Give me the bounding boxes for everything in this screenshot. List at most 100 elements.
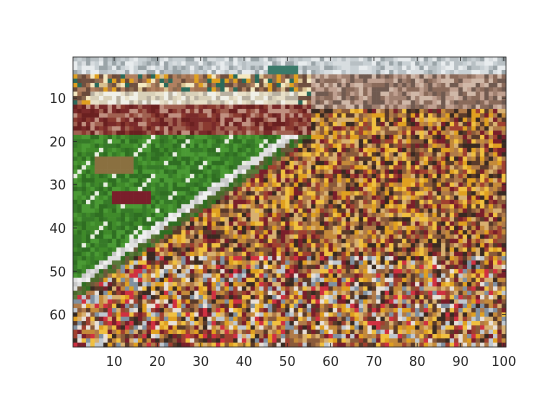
image-pixel bbox=[237, 143, 243, 149]
image-pixel bbox=[410, 91, 416, 97]
image-pixel bbox=[111, 87, 117, 92]
image-pixel bbox=[124, 113, 130, 118]
image-pixel bbox=[181, 234, 186, 240]
image-pixel bbox=[246, 130, 251, 136]
image-pixel bbox=[94, 69, 100, 75]
image-pixel bbox=[345, 269, 351, 274]
image-pixel bbox=[189, 78, 195, 84]
image-pixel bbox=[120, 212, 126, 218]
image-pixel bbox=[98, 191, 104, 196]
image-pixel bbox=[146, 169, 152, 175]
image-pixel bbox=[497, 182, 502, 188]
image-pixel bbox=[207, 260, 212, 266]
image-pixel bbox=[306, 126, 312, 131]
image-pixel bbox=[441, 126, 446, 131]
image-pixel bbox=[228, 178, 234, 183]
image-pixel bbox=[176, 57, 182, 62]
image-pixel bbox=[194, 74, 199, 79]
image-pixel bbox=[142, 264, 147, 270]
image-pixel bbox=[207, 251, 212, 257]
image-pixel bbox=[428, 121, 433, 127]
image-pixel bbox=[449, 143, 455, 149]
image-pixel bbox=[337, 208, 342, 214]
image-pixel bbox=[185, 230, 191, 235]
image-pixel bbox=[488, 217, 494, 222]
image-pixel bbox=[389, 108, 394, 114]
image-pixel bbox=[319, 160, 325, 166]
image-pixel bbox=[428, 195, 433, 201]
image-pixel bbox=[185, 108, 191, 114]
image-pixel bbox=[423, 217, 429, 222]
image-pixel bbox=[484, 78, 489, 84]
image-pixel bbox=[254, 251, 260, 257]
image-pixel bbox=[397, 104, 403, 110]
image-pixel bbox=[129, 126, 134, 131]
image-pixel bbox=[311, 221, 316, 227]
image-pixel bbox=[428, 204, 433, 209]
image-pixel bbox=[237, 160, 243, 166]
image-pixel bbox=[73, 78, 78, 84]
image-pixel bbox=[289, 243, 295, 248]
image-pixel bbox=[475, 152, 481, 157]
image-pixel bbox=[345, 165, 351, 170]
image-pixel bbox=[259, 104, 264, 110]
image-pixel bbox=[259, 182, 264, 188]
image-pixel bbox=[263, 178, 269, 183]
image-pixel bbox=[207, 139, 212, 144]
image-pixel bbox=[267, 173, 273, 179]
image-pixel bbox=[272, 234, 277, 240]
image-pixel bbox=[467, 221, 472, 227]
image-pixel bbox=[233, 264, 238, 270]
image-pixel bbox=[311, 234, 316, 240]
image-pixel bbox=[233, 269, 238, 274]
image-pixel bbox=[432, 113, 438, 118]
image-pixel bbox=[380, 264, 386, 270]
image-pixel bbox=[358, 208, 364, 214]
image-pixel bbox=[77, 230, 82, 235]
image-pixel bbox=[172, 243, 178, 248]
image-pixel bbox=[241, 234, 247, 240]
image-pixel bbox=[198, 160, 204, 166]
image-pixel bbox=[263, 121, 269, 127]
image-pixel bbox=[363, 165, 368, 170]
image-pixel bbox=[263, 87, 269, 92]
image-pixel bbox=[263, 264, 269, 270]
image-pixel bbox=[293, 147, 299, 153]
image-pixel bbox=[77, 143, 82, 149]
image-pixel bbox=[111, 199, 117, 205]
image-pixel bbox=[233, 65, 238, 71]
image-pixel bbox=[358, 217, 364, 222]
image-pixel bbox=[428, 234, 433, 240]
image-pixel bbox=[293, 247, 299, 253]
image-pixel bbox=[73, 195, 78, 201]
image-pixel bbox=[224, 186, 230, 192]
image-pixel bbox=[272, 95, 277, 101]
image-pixel bbox=[246, 221, 251, 227]
image-pixel bbox=[462, 217, 468, 222]
image-pixel bbox=[441, 95, 446, 101]
image-pixel bbox=[332, 65, 338, 71]
image-pixel bbox=[189, 173, 195, 179]
image-pixel bbox=[462, 256, 468, 261]
image-pixel bbox=[163, 243, 169, 248]
image-pixel bbox=[445, 165, 451, 170]
image-pixel bbox=[163, 251, 169, 257]
image-pixel bbox=[289, 143, 295, 149]
image-pixel bbox=[198, 264, 204, 270]
image-pixel bbox=[328, 74, 334, 79]
image-pixel bbox=[172, 156, 178, 162]
image-pixel bbox=[194, 160, 199, 166]
image-pixel bbox=[419, 117, 425, 123]
image-pixel bbox=[397, 238, 403, 244]
image-pixel bbox=[350, 134, 355, 140]
image-pixel bbox=[194, 212, 199, 218]
image-pixel bbox=[280, 191, 286, 196]
image-pixel bbox=[397, 143, 403, 149]
image-pixel bbox=[211, 91, 217, 97]
image-pixel bbox=[371, 191, 377, 196]
image-pixel bbox=[436, 173, 442, 179]
image-pixel bbox=[341, 217, 347, 222]
image-pixel bbox=[415, 82, 420, 88]
image-pixel bbox=[341, 186, 347, 192]
image-pixel bbox=[94, 238, 100, 244]
